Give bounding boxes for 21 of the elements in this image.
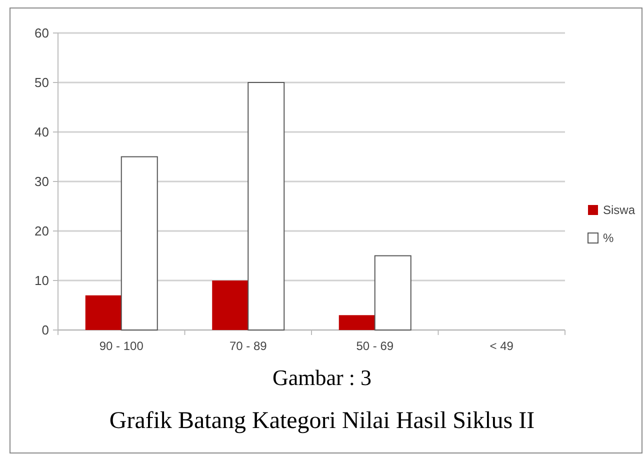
y-tick-label: 40 [34, 124, 49, 140]
y-tick-label: 60 [34, 26, 49, 41]
text: Gambar : 3 [272, 365, 372, 390]
bar [338, 315, 375, 330]
bar [374, 255, 412, 330]
x-tick-label: 70 - 89 [229, 339, 268, 353]
y-tick-label: 30 [34, 174, 49, 190]
bar [120, 156, 158, 330]
y-tick-label: 50 [34, 75, 49, 90]
bar [212, 280, 248, 330]
y-tick-label: 20 [34, 224, 49, 239]
y-tick-label: 10 [34, 273, 49, 288]
text: Grafik Batang Kategori Nilai Hasil Siklus II [109, 408, 535, 434]
bar [85, 295, 122, 330]
y-tick-label: 0 [42, 322, 49, 338]
x-tick-label: < 49 [490, 339, 514, 353]
legend-label: % [603, 231, 614, 246]
x-tick-label: 90 - 100 [99, 339, 144, 353]
legend-label: Siswa [603, 203, 636, 218]
x-tick-label: 50 - 69 [356, 339, 394, 353]
bar [248, 82, 285, 330]
